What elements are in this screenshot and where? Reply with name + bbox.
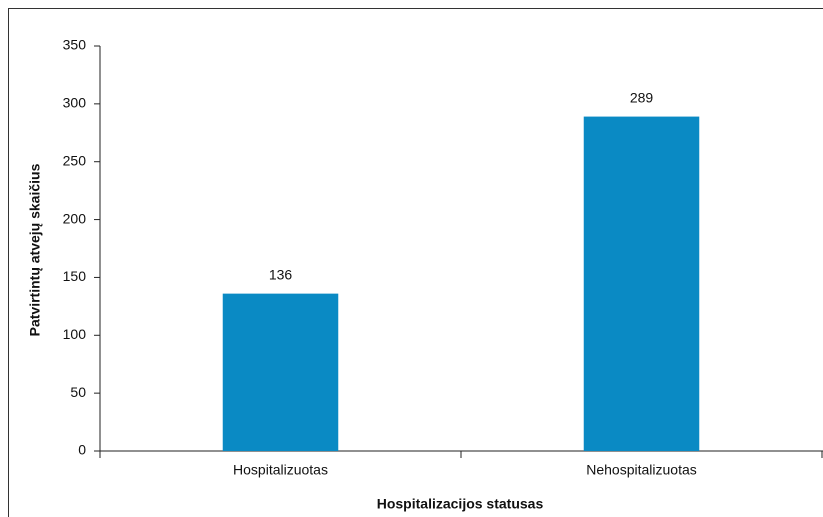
x-tick-label: Hospitalizuotas [233,462,328,478]
bar [583,116,700,451]
y-tick-label: 200 [63,210,87,226]
data-label: 289 [630,89,654,105]
data-label: 136 [269,266,293,282]
y-tick-label: 150 [63,268,87,284]
x-axis-label: Hospitalizacijos statusas [377,496,544,512]
bar [222,293,339,451]
x-tick-label: Nehospitalizuotas [586,462,697,478]
y-tick-label: 0 [78,442,86,458]
chart-frame [8,8,823,517]
y-tick-label: 250 [63,152,87,168]
y-tick-label: 50 [70,384,86,400]
y-tick-label: 100 [63,326,87,342]
y-tick-label: 350 [63,37,87,53]
y-tick-label: 300 [63,95,87,111]
y-axis-label: Patvirtintų atvejų skaičius [27,163,43,336]
